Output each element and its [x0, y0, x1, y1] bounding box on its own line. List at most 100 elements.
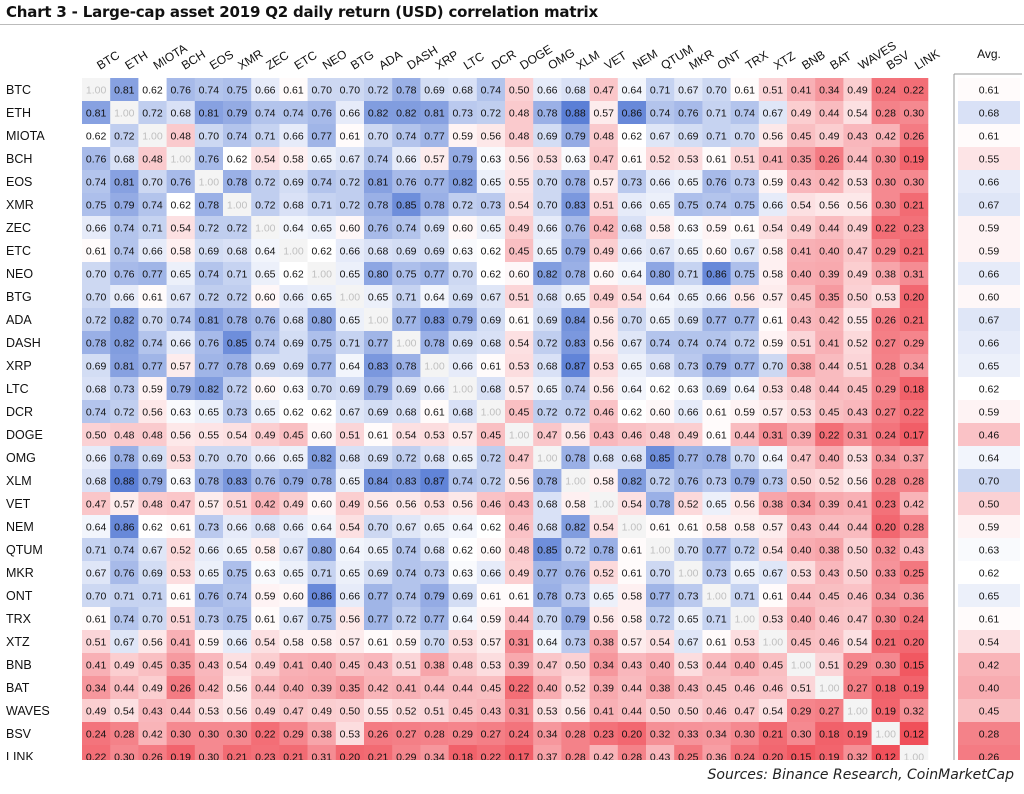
avg-value: 0.59 — [979, 223, 1000, 235]
cell-value: 0.78 — [311, 476, 332, 488]
heatmap-cell — [646, 653, 675, 677]
heatmap-cell — [251, 607, 280, 631]
cell-value: 0.23 — [593, 729, 614, 741]
cell-value: 0.72 — [199, 292, 220, 304]
cell-value: 0.44 — [170, 706, 191, 718]
heatmap-cell — [758, 653, 788, 677]
cell-value: 0.38 — [763, 499, 784, 511]
cell-value: 0.42 — [199, 683, 220, 695]
cell-value: 0.52 — [847, 338, 868, 350]
avg-cell — [958, 561, 1020, 585]
heatmap-cell — [871, 101, 901, 125]
heatmap-cell — [561, 285, 590, 309]
cell-value: 0.62 — [142, 522, 163, 534]
cell-value: 0.53 — [847, 453, 868, 465]
heatmap-cell — [392, 400, 421, 424]
cell-value: 0.27 — [819, 706, 840, 718]
avg-value: 0.28 — [979, 729, 1000, 741]
heatmap-cell — [448, 538, 478, 562]
heatmap-cell — [730, 469, 760, 493]
heatmap-cell — [251, 538, 280, 562]
heatmap-cell — [787, 239, 816, 263]
cell-value: 0.77 — [368, 614, 389, 626]
heatmap-cell — [420, 400, 449, 424]
cell-value: 0.31 — [763, 430, 784, 442]
heatmap-cell — [646, 124, 675, 148]
cell-value: 0.41 — [170, 637, 191, 649]
cell-value: 0.43 — [481, 706, 502, 718]
cell-value: 0.65 — [565, 292, 586, 304]
heatmap-cell — [533, 538, 562, 562]
cell-value: 0.72 — [114, 131, 135, 143]
cell-value: 0.47 — [734, 706, 755, 718]
cell-value: 0.30 — [875, 154, 896, 166]
heatmap-cell — [194, 377, 224, 401]
heatmap-cell — [787, 285, 816, 309]
cell-value: 0.76 — [86, 154, 107, 166]
heatmap-cell — [82, 469, 111, 493]
heatmap-cell — [166, 354, 196, 378]
cell-value: 0.43 — [791, 315, 812, 327]
cell-value: 0.58 — [311, 637, 332, 649]
heatmap-cell — [589, 607, 619, 631]
heatmap-cell — [138, 377, 167, 401]
heatmap-cell — [533, 78, 562, 102]
heatmap-cell — [561, 538, 590, 562]
cell-value: 0.66 — [170, 338, 191, 350]
cell-value: 1.00 — [763, 637, 784, 649]
cell-value: 0.63 — [565, 154, 586, 166]
cell-value: 0.51 — [819, 660, 840, 672]
heatmap-cell — [82, 607, 111, 631]
cell-value: 0.24 — [875, 85, 896, 97]
heatmap-cell — [476, 561, 506, 585]
heatmap-cell — [279, 630, 308, 654]
cell-value: 0.71 — [142, 591, 163, 603]
cell-value: 0.24 — [509, 729, 530, 741]
cell-value: 0.71 — [706, 614, 727, 626]
cell-value: 0.55 — [368, 706, 389, 718]
heatmap-cell — [617, 193, 647, 217]
heatmap-cell — [674, 101, 703, 125]
cell-value: 0.65 — [734, 568, 755, 580]
cell-value: 0.58 — [734, 522, 755, 534]
cell-value: 0.40 — [791, 545, 812, 557]
cell-value: 0.56 — [847, 476, 868, 488]
heatmap-cell — [758, 423, 788, 447]
cell-value: 0.64 — [86, 522, 107, 534]
cell-value: 0.61 — [622, 568, 643, 580]
heatmap-cell — [448, 216, 478, 240]
cell-value: 0.76 — [170, 177, 191, 189]
cell-value: 0.68 — [283, 200, 304, 212]
heatmap-cell — [166, 285, 196, 309]
cell-value: 0.72 — [565, 407, 586, 419]
cell-value: 0.70 — [368, 522, 389, 534]
heatmap-cell — [758, 193, 788, 217]
heatmap-cell — [730, 193, 760, 217]
cell-value: 0.65 — [311, 223, 332, 235]
heatmap-cell — [674, 561, 703, 585]
heatmap-cell — [617, 308, 647, 332]
cell-value: 0.76 — [114, 269, 135, 281]
heatmap-cell — [364, 285, 393, 309]
heatmap-cell — [279, 147, 308, 171]
heatmap-cell — [617, 147, 647, 171]
avg-value: 0.54 — [979, 637, 1000, 649]
cell-value: 0.21 — [875, 637, 896, 649]
cell-value: 0.66 — [537, 85, 558, 97]
heatmap-cell — [843, 193, 872, 217]
heatmap-cell — [251, 630, 280, 654]
heatmap-cell — [758, 216, 788, 240]
heatmap-cell — [871, 492, 901, 516]
cell-value: 0.73 — [227, 407, 248, 419]
heatmap-cell — [223, 492, 252, 516]
column-label: LTC — [461, 49, 487, 73]
cell-value: 0.22 — [819, 430, 840, 442]
row-label: MIOTA — [6, 129, 45, 143]
heatmap-cell — [505, 101, 534, 125]
cell-value: 0.56 — [170, 430, 191, 442]
cell-value: 0.65 — [537, 384, 558, 396]
row-label: ETH — [6, 106, 31, 120]
heatmap-cell — [843, 423, 872, 447]
heatmap-cell — [589, 101, 619, 125]
row-label: VET — [6, 497, 31, 511]
